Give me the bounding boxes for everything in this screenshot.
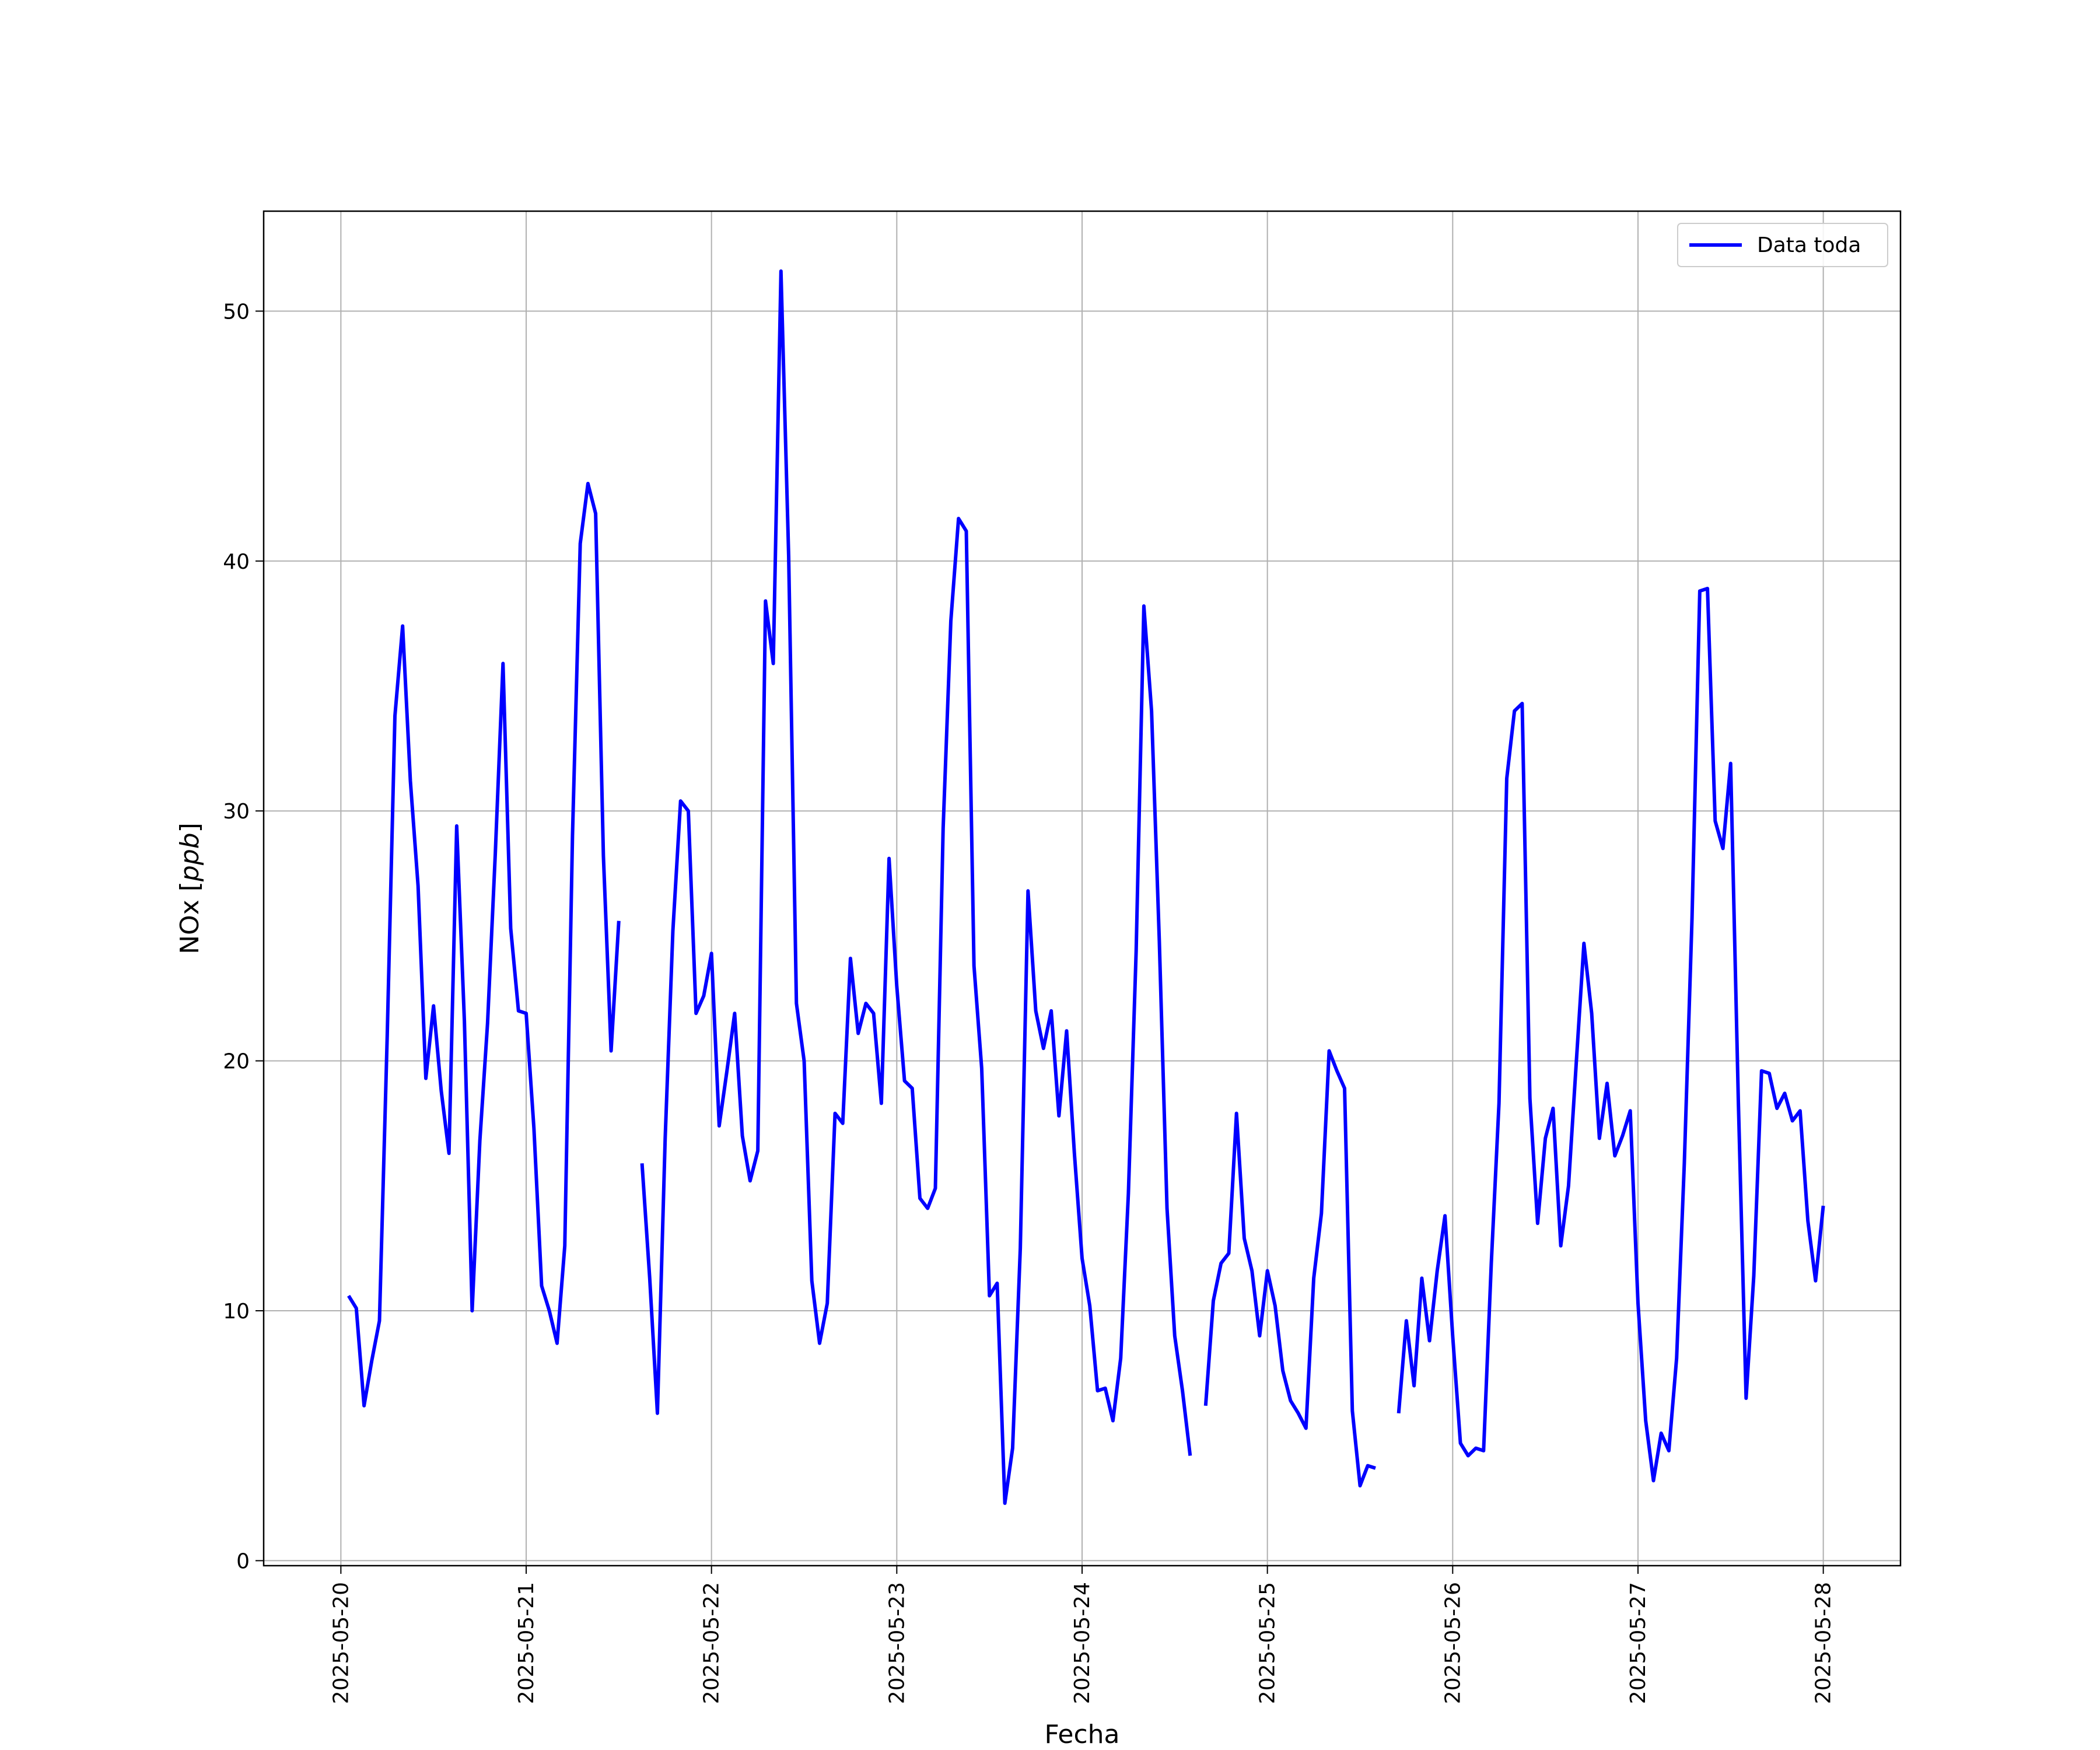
series-layer [347,269,1825,1505]
y-tick-label: 50 [223,300,250,324]
y-axis-label: NOx [ppb] [175,822,205,954]
x-tick-label: 2025-05-28 [1812,1582,1836,1704]
y-tick-label: 30 [223,800,250,824]
legend-box [1677,223,1888,267]
y-tick-label: 10 [223,1300,250,1324]
x-tick-label: 2025-05-24 [1070,1582,1094,1704]
y-tick-label: 20 [223,1050,250,1074]
series-line-segment [347,482,621,1408]
series-line-segment [1203,1049,1376,1488]
y-tick-label: 0 [236,1549,250,1573]
x-tick-label: 2025-05-21 [514,1582,538,1704]
y-axis-ticks: 0 10 20 30 40 50 [223,300,264,1573]
x-tick-label: 2025-05-27 [1626,1582,1650,1704]
y-grid [264,310,1901,1562]
y-tick-label: 40 [223,550,250,574]
y-axis-label-prefix: NOx [ [175,881,205,954]
x-tick-label: 2025-05-22 [700,1582,724,1704]
x-axis-label: Fecha [1044,1720,1119,1749]
x-tick-label: 2025-05-25 [1256,1582,1280,1704]
series-line-segment [640,269,1192,1505]
x-tick-label: 2025-05-20 [329,1582,353,1704]
x-tick-label: 2025-05-23 [885,1582,909,1704]
y-axis-label-suffix: ] [175,822,205,832]
x-tick-label: 2025-05-26 [1441,1582,1465,1704]
series-line-segment [1396,586,1825,1483]
y-axis-label-unit: ppb [175,832,205,882]
legend: Data toda [1677,223,1888,267]
legend-label: Data toda [1757,233,1861,257]
x-axis-ticks: 2025-05-20 2025-05-21 2025-05-22 2025-05-23… [329,1566,1836,1704]
